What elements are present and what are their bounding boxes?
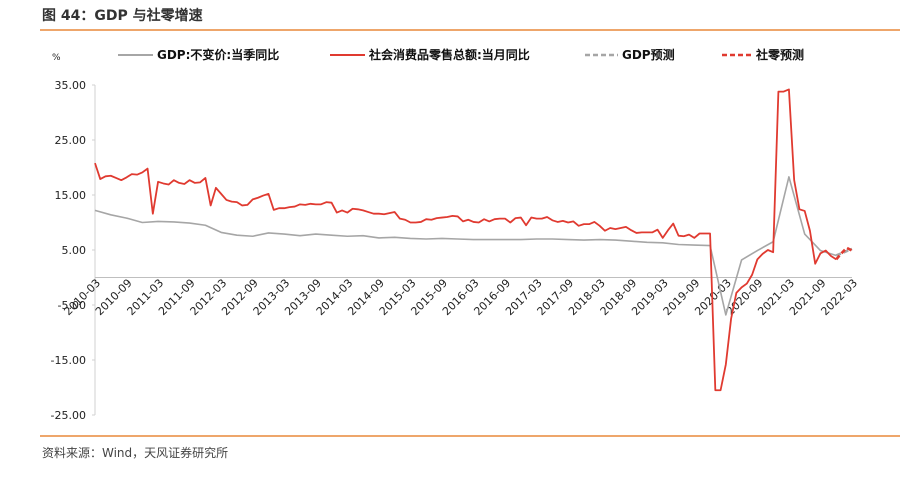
y-tick-label: -15.00 (51, 354, 86, 367)
y-tick-label: -25.00 (51, 409, 86, 422)
legend-label: GDP:不变价:当季同比 (157, 47, 279, 62)
series-line (835, 246, 853, 261)
legend-label: 社会消费品零售总额:当月同比 (368, 47, 530, 62)
legend-label: GDP预测 (622, 47, 675, 62)
y-tick-label: 25.00 (55, 134, 87, 147)
series-line (94, 176, 837, 316)
source-note: 资料来源：Wind，天风证券研究所 (42, 445, 228, 460)
y-tick-label: 15.00 (55, 189, 87, 202)
y-tick-label: 35.00 (55, 79, 87, 92)
chart-title: 图 44：GDP 与社零增速 (42, 7, 203, 24)
y-unit: % (52, 53, 61, 63)
legend-label: 社零预测 (755, 47, 804, 62)
series-line (94, 88, 837, 392)
y-tick-label: 5.00 (62, 244, 87, 257)
y-tick-label: -5.00 (58, 299, 86, 312)
